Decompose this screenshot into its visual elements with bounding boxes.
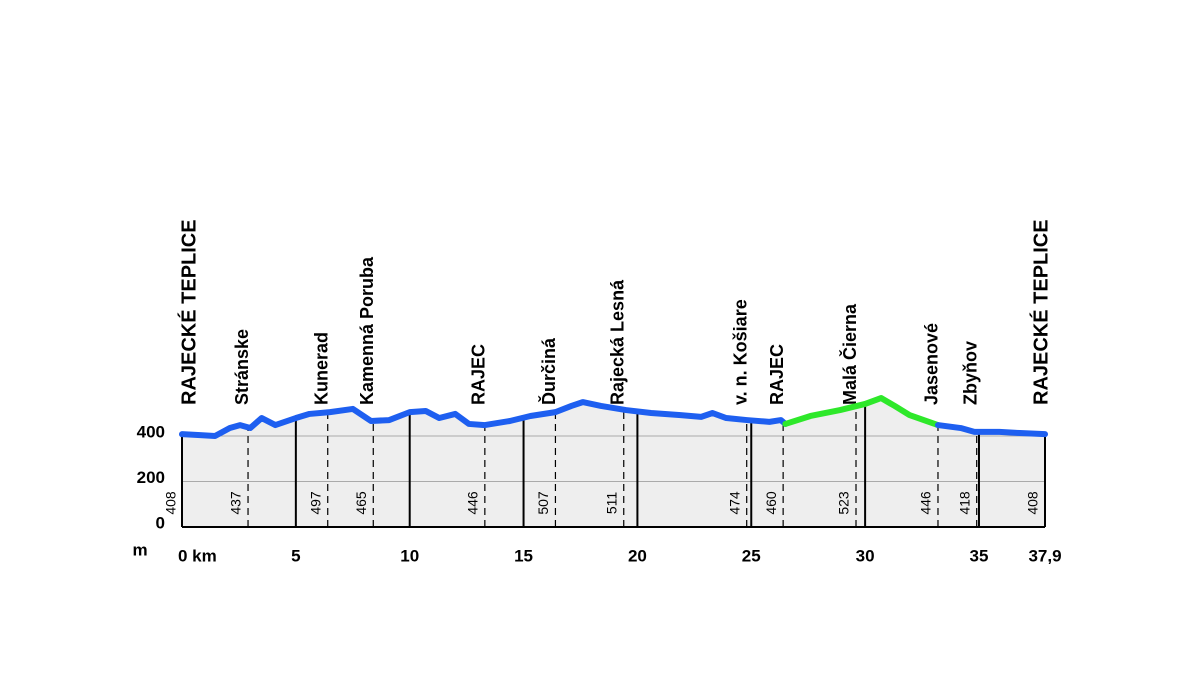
waypoint-name: Jasenové bbox=[922, 323, 942, 405]
waypoint-elevation: 511 bbox=[603, 492, 619, 515]
waypoint-name: RAJEC bbox=[469, 344, 489, 405]
waypoint-name: Zbyňov bbox=[960, 341, 980, 405]
y-tick-label: 400 bbox=[137, 422, 165, 441]
waypoint-elevation: 446 bbox=[465, 491, 481, 515]
waypoint-elevation: 460 bbox=[763, 491, 779, 515]
waypoint-elevation: 507 bbox=[535, 491, 551, 515]
waypoint-name: Kunerad bbox=[311, 332, 331, 405]
waypoint-name: RAJECKÉ TEPLICE bbox=[1029, 219, 1052, 405]
waypoint-elevation: 465 bbox=[353, 491, 369, 515]
waypoint-name: Rajecká Lesná bbox=[607, 279, 627, 405]
x-tick-label: 20 bbox=[628, 546, 647, 565]
waypoint-name: RAJECKÉ TEPLICE bbox=[177, 219, 200, 405]
x-tick-label: 37,9 bbox=[1028, 546, 1061, 565]
waypoint-name: Ďurčiná bbox=[538, 337, 559, 405]
x-tick-label: 10 bbox=[400, 546, 419, 565]
waypoint-elevation: 437 bbox=[228, 491, 244, 515]
profile-line bbox=[179, 399, 789, 439]
y-unit: m bbox=[132, 540, 147, 559]
waypoint-elevation: 418 bbox=[956, 491, 972, 515]
profile-area bbox=[785, 398, 938, 527]
x-tick-label: 30 bbox=[856, 546, 875, 565]
x-tick-label: 15 bbox=[514, 546, 533, 565]
waypoint-name: RAJEC bbox=[767, 344, 787, 405]
waypoint-elevation: 523 bbox=[836, 491, 852, 515]
profile-line bbox=[782, 395, 941, 429]
profile-area bbox=[182, 402, 786, 527]
waypoint-elevation: 497 bbox=[307, 491, 323, 515]
profile-line bbox=[934, 422, 1048, 438]
y-tick-label: 0 bbox=[156, 513, 165, 532]
y-tick-label: 200 bbox=[137, 468, 165, 487]
x-tick-label: 25 bbox=[742, 546, 761, 565]
waypoint-elevation: 408 bbox=[163, 491, 179, 515]
x-tick-label: 35 bbox=[970, 546, 989, 565]
waypoint-elevation: 408 bbox=[1025, 491, 1041, 515]
waypoint-name: Malá Čierna bbox=[839, 303, 860, 405]
waypoint-elevation: 474 bbox=[726, 491, 742, 515]
waypoint-name: Kamenná Poruba bbox=[357, 256, 377, 405]
waypoint-name: Stránske bbox=[232, 329, 252, 405]
x-tick-label: 5 bbox=[291, 546, 300, 565]
x-tick-label: 0 km bbox=[178, 546, 217, 565]
profile-area bbox=[937, 425, 1045, 527]
waypoint-name: v. n. Košiare bbox=[730, 299, 750, 405]
waypoint-elevation: 446 bbox=[918, 491, 934, 515]
